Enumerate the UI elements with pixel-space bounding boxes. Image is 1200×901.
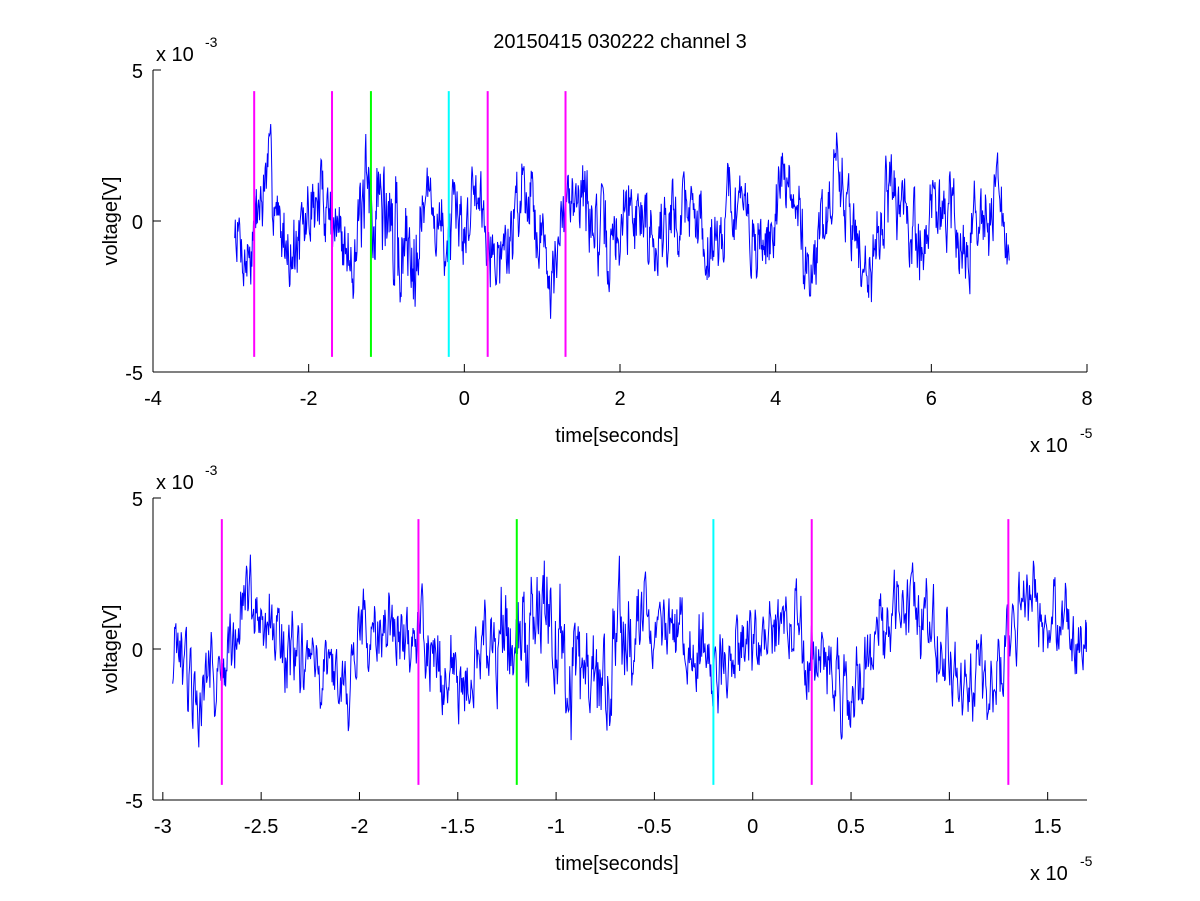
x-tick-label: -2 [300, 388, 318, 410]
y-axis-label: voltage[V] [100, 177, 122, 266]
x-tick-label: 2 [614, 388, 625, 410]
y-exponent-base: x 10 [156, 472, 194, 494]
x-tick-label: -2 [351, 816, 369, 838]
bottom-axes: -3 -2.5 -2 -1.5 -1 -0.5 0 0.5 1 1.5 -5 0 5 time[secon… [100, 462, 1093, 885]
x-tick-label: 1 [944, 816, 955, 838]
x-exponent-base: x 10 [1030, 863, 1068, 885]
chart-title: 20150415 030222 channel 3 [493, 31, 747, 53]
x-tick-label: -1.5 [441, 816, 475, 838]
y-axis-label: voltage[V] [100, 605, 122, 694]
x-exponent-power: -5 [1080, 853, 1093, 869]
x-exponent-base: x 10 [1030, 435, 1068, 457]
x-tick-label: 0 [747, 816, 758, 838]
y-tick-label: 0 [132, 640, 143, 662]
x-tick-label: -4 [144, 388, 162, 410]
x-tick-label: 4 [770, 388, 781, 410]
y-tick-label: 5 [132, 61, 143, 83]
x-exponent-power: -5 [1080, 425, 1093, 441]
x-tick-label: 6 [926, 388, 937, 410]
x-tick-label: 1.5 [1034, 816, 1062, 838]
y-exponent-power: -3 [205, 34, 218, 50]
x-axis-label: time[seconds] [555, 425, 678, 447]
x-tick-label: 0 [459, 388, 470, 410]
x-tick-label: -3 [154, 816, 172, 838]
signal-line [172, 554, 1087, 748]
y-tick-label: -5 [125, 791, 143, 813]
y-tick-label: -5 [125, 363, 143, 385]
y-tick-label: 5 [132, 489, 143, 511]
x-tick-label: -0.5 [637, 816, 671, 838]
y-exponent-power: -3 [205, 462, 218, 478]
x-tick-label: 0.5 [837, 816, 865, 838]
signal-line [234, 123, 1010, 319]
y-exponent-base: x 10 [156, 44, 194, 66]
x-tick-label: -2.5 [244, 816, 278, 838]
y-tick-label: 0 [132, 212, 143, 234]
x-tick-label: -1 [547, 816, 565, 838]
top-axes: -4 -2 0 2 4 6 8 -5 0 5 time[seconds] voltage[V] x 10… [100, 34, 1093, 457]
x-tick-label: 8 [1081, 388, 1092, 410]
x-axis-label: time[seconds] [555, 853, 678, 875]
